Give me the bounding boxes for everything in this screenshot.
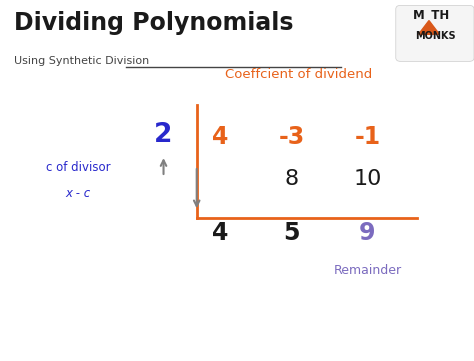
Text: 5: 5 — [283, 221, 300, 245]
Text: Coeffcient of dividend: Coeffcient of dividend — [225, 68, 372, 81]
Text: -1: -1 — [354, 125, 381, 149]
FancyBboxPatch shape — [396, 5, 474, 61]
Text: M: M — [413, 9, 425, 22]
Text: 8: 8 — [284, 169, 299, 189]
Text: 4: 4 — [212, 221, 228, 245]
Text: 10: 10 — [353, 169, 382, 189]
Text: TH: TH — [423, 9, 449, 22]
Text: Remainder: Remainder — [333, 264, 401, 277]
Polygon shape — [419, 21, 439, 34]
Text: Using Synthetic Division: Using Synthetic Division — [14, 56, 149, 66]
Text: 9: 9 — [359, 221, 375, 245]
Text: Dividing Polynomials: Dividing Polynomials — [14, 11, 294, 35]
Text: MONKS: MONKS — [415, 31, 456, 41]
Text: 4: 4 — [212, 125, 228, 149]
Text: c of divisor: c of divisor — [46, 161, 110, 174]
Text: 2: 2 — [155, 122, 173, 148]
Text: x - c: x - c — [65, 187, 91, 200]
Text: -3: -3 — [278, 125, 305, 149]
